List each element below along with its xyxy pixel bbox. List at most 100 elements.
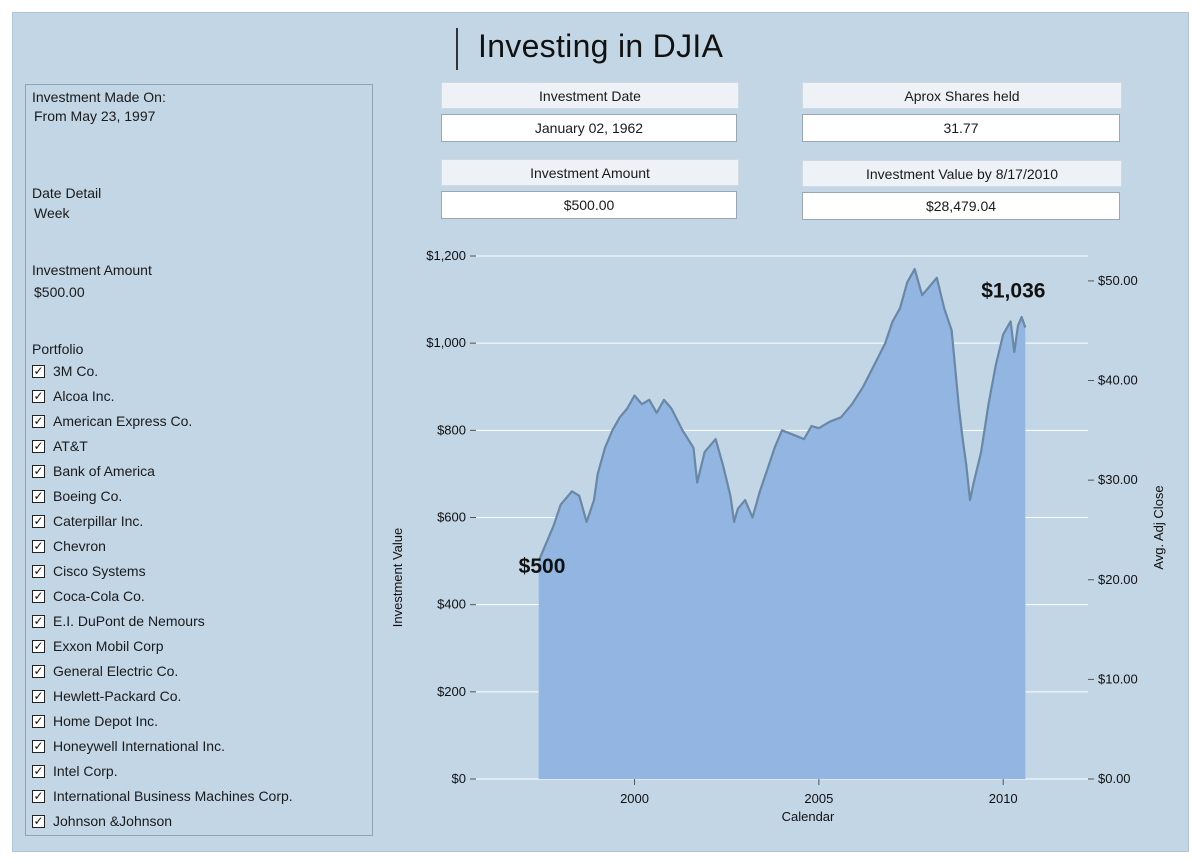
portfolio-checkbox[interactable]: ✓ [32,814,45,828]
checkmark-icon: ✓ [33,539,44,553]
portfolio-item[interactable]: ✓ Bank of America [32,461,155,481]
portfolio-item[interactable]: ✓ 3M Co. [32,361,98,381]
portfolio-item[interactable]: ✓ General Electric Co. [32,661,178,681]
checkmark-icon: ✓ [33,514,44,528]
investment-value-kpi-value: $28,479.04 [802,192,1120,220]
y-tick-label: $200 [437,684,466,699]
date-detail-label: Date Detail [32,185,102,201]
page-title: Investing in DJIA [478,28,724,64]
portfolio-item[interactable]: ✓ Exxon Mobil Corp [32,636,164,656]
portfolio-item-label: Hewlett-Packard Co. [53,688,182,704]
portfolio-item[interactable]: ✓ American Express Co. [32,411,192,431]
checkmark-icon: ✓ [33,789,44,803]
investment-amount-value: $500.00 [34,284,85,300]
portfolio-item-label: Intel Corp. [53,763,118,779]
portfolio-checkbox[interactable]: ✓ [32,439,45,453]
portfolio-checkbox[interactable]: ✓ [32,564,45,578]
date-detail-value: Week [34,205,70,221]
filter-panel: Investment Made On: From May 23, 1997 Da… [25,84,373,836]
portfolio-item[interactable]: ✓ International Business Machines Corp. [32,786,293,806]
portfolio-checkbox[interactable]: ✓ [32,664,45,678]
portfolio-checkbox[interactable]: ✓ [32,764,45,778]
portfolio-checkbox[interactable]: ✓ [32,789,45,803]
end-value-callout: $1,036 [981,279,1045,302]
portfolio-checkbox[interactable]: ✓ [32,414,45,428]
y2-tick-label: $10.00 [1098,671,1138,686]
series-area [538,269,1026,779]
portfolio-item[interactable]: ✓ Alcoa Inc. [32,386,114,406]
portfolio-item[interactable]: ✓ Coca-Cola Co. [32,586,145,606]
portfolio-checkbox[interactable]: ✓ [32,714,45,728]
checkmark-icon: ✓ [33,814,44,828]
portfolio-checkbox[interactable]: ✓ [32,689,45,703]
checkmark-icon: ✓ [33,639,44,653]
y2-tick-label: $40.00 [1098,373,1138,388]
portfolio-item-label: Alcoa Inc. [53,388,115,404]
y-tick-label: $400 [437,597,466,612]
portfolio-item[interactable]: ✓ Home Depot Inc. [32,711,158,731]
y-tick-label: $800 [437,422,466,437]
investment-date-value: January 02, 1962 [441,114,737,142]
checkmark-icon: ✓ [33,364,44,378]
portfolio-item[interactable]: ✓ Boeing Co. [32,486,122,506]
portfolio-item[interactable]: ✓ Intel Corp. [32,761,118,781]
checkmark-icon: ✓ [33,414,44,428]
y2-tick-label: $30.00 [1098,472,1138,487]
checkmark-icon: ✓ [33,764,44,778]
investment-made-label: Investment Made On: [32,89,166,105]
investment-amount-label: Investment Amount [32,262,152,278]
y2-tick-label: $50.00 [1098,273,1138,288]
x-tick-label: 2000 [620,791,649,806]
portfolio-item[interactable]: ✓ Johnson &Johnson [32,811,172,831]
portfolio-item[interactable]: ✓ Honeywell International Inc. [32,736,225,756]
portfolio-checkbox[interactable]: ✓ [32,489,45,503]
portfolio-item-label: Exxon Mobil Corp [53,638,164,654]
checkmark-icon: ✓ [33,439,44,453]
shares-held-value: 31.77 [802,114,1120,142]
x-axis-title: Calendar [782,809,835,824]
checkmark-icon: ✓ [33,689,44,703]
portfolio-item-label: 3M Co. [53,363,99,379]
portfolio-item-label: E.I. DuPont de Nemours [53,613,205,629]
checkmark-icon: ✓ [33,489,44,503]
x-tick-label: 2005 [804,791,833,806]
portfolio-item-label: Cisco Systems [53,563,146,579]
checkmark-icon: ✓ [33,614,44,628]
investment-date-header: Investment Date [441,82,739,109]
checkmark-icon: ✓ [33,739,44,753]
checkmark-icon: ✓ [33,389,44,403]
portfolio-item-label: Honeywell International Inc. [53,738,225,754]
y-tick-label: $600 [437,510,466,525]
y2-axis-title: Avg. Adj Close [1151,485,1166,569]
portfolio-checkbox[interactable]: ✓ [32,514,45,528]
portfolio-checkbox[interactable]: ✓ [32,389,45,403]
y-tick-label: $0 [452,771,466,786]
checkmark-icon: ✓ [33,589,44,603]
portfolio-item-label: Chevron [53,538,106,554]
portfolio-item-label: Johnson &Johnson [53,813,173,829]
portfolio-item-label: AT&T [53,438,88,454]
portfolio-checkbox[interactable]: ✓ [32,614,45,628]
checkmark-icon: ✓ [33,464,44,478]
y-tick-label: $1,200 [426,248,466,263]
x-tick-label: 2010 [989,791,1018,806]
portfolio-checkbox[interactable]: ✓ [32,639,45,653]
portfolio-item[interactable]: ✓ Chevron [32,536,106,556]
y2-tick-label: $20.00 [1098,572,1138,587]
portfolio-item-label: American Express Co. [53,413,193,429]
portfolio-item-label: Coca-Cola Co. [53,588,145,604]
portfolio-checkbox[interactable]: ✓ [32,464,45,478]
portfolio-item[interactable]: ✓ Caterpillar Inc. [32,511,143,531]
portfolio-checkbox[interactable]: ✓ [32,589,45,603]
portfolio-checkbox[interactable]: ✓ [32,364,45,378]
portfolio-item[interactable]: ✓ E.I. DuPont de Nemours [32,611,205,631]
portfolio-item[interactable]: ✓ Cisco Systems [32,561,146,581]
portfolio-item[interactable]: ✓ AT&T [32,436,88,456]
portfolio-checkbox[interactable]: ✓ [32,539,45,553]
portfolio-item-label: General Electric Co. [53,663,179,679]
portfolio-checkbox[interactable]: ✓ [32,739,45,753]
portfolio-label: Portfolio [32,341,84,357]
y2-tick-label: $0.00 [1098,771,1131,786]
portfolio-item[interactable]: ✓ Hewlett-Packard Co. [32,686,181,706]
portfolio-item-label: Bank of America [53,463,155,479]
